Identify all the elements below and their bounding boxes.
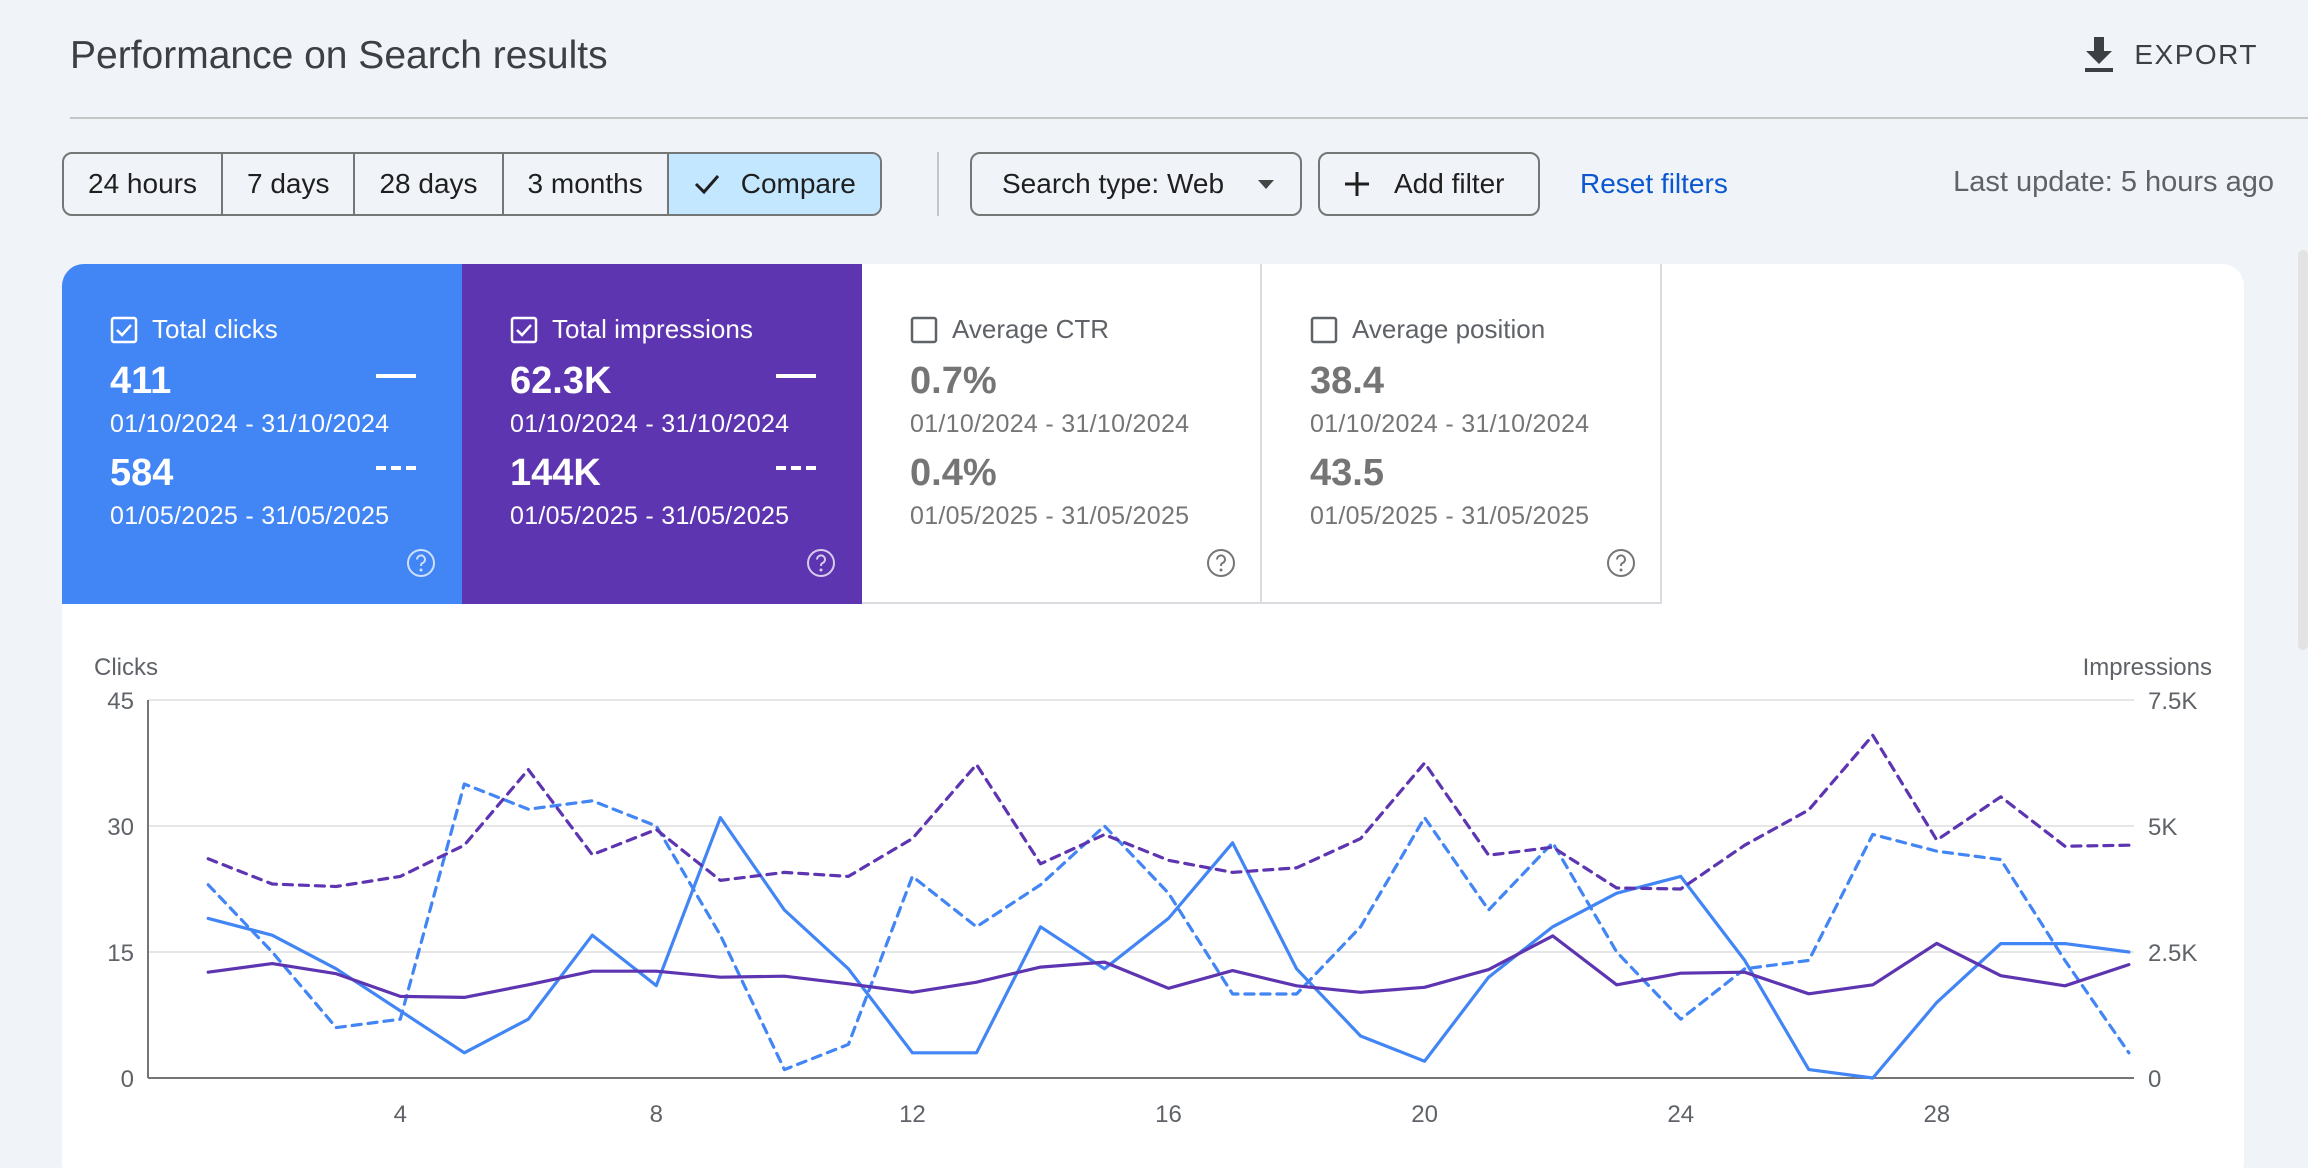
help-icon[interactable]: [1206, 548, 1236, 578]
chip-7-days[interactable]: 7 days: [223, 154, 356, 214]
page-title: Performance on Search results: [70, 34, 608, 77]
performance-card: Total clicks 411 01/10/2024 - 31/10/2024…: [62, 264, 2244, 1168]
x-tick-label: 28: [1923, 1101, 1950, 1128]
y-tick-label-right: 0: [2148, 1066, 2161, 1093]
export-label: EXPORT: [2134, 39, 2258, 70]
metric-value-compare: 43.5: [1310, 452, 1384, 494]
metric-range-current: 01/10/2024 - 31/10/2024: [1310, 410, 1590, 438]
metric-range-current: 01/10/2024 - 31/10/2024: [910, 410, 1190, 438]
metric-total-clicks[interactable]: Total clicks 411 01/10/2024 - 31/10/2024…: [62, 264, 462, 604]
metric-label: Average position: [1352, 314, 1546, 344]
chip-label: 24 hours: [88, 168, 197, 199]
check-icon: [694, 175, 719, 195]
download-icon: [2085, 37, 2114, 72]
add-filter-label: Add filter: [1394, 168, 1505, 199]
metric-label: Average CTR: [952, 314, 1110, 344]
help-icon[interactable]: [1606, 548, 1636, 578]
x-tick-label: 4: [394, 1101, 407, 1128]
series-line-impressions-solid: [206, 934, 2131, 1000]
chip-24-hours[interactable]: 24 hours: [64, 154, 223, 214]
checkbox-unchecked-icon[interactable]: [1310, 316, 1338, 344]
x-tick-label: 8: [650, 1101, 663, 1128]
x-tick-label: 24: [1667, 1101, 1694, 1128]
export-button[interactable]: EXPORT: [2082, 30, 2258, 80]
y-tick-label-right: 7.5K: [2148, 688, 2197, 715]
chip-label: 28 days: [379, 168, 478, 199]
dashed-line-legend: [776, 466, 816, 470]
metric-value-current: 411: [110, 360, 172, 402]
add-filter-button[interactable]: Add filter: [1318, 152, 1540, 216]
series-line-impressions-dashed: [206, 733, 2131, 891]
metric-range-compare: 01/05/2025 - 31/05/2025: [510, 502, 790, 530]
help-icon[interactable]: [806, 548, 836, 578]
metric-label: Total clicks: [152, 314, 278, 344]
y-tick-label-left: 30: [107, 814, 134, 841]
x-tick-label: 20: [1411, 1101, 1438, 1128]
metric-value-current: 38.4: [1310, 360, 1384, 402]
scrollbar[interactable]: [2298, 250, 2308, 650]
chip-label: 3 months: [527, 168, 643, 199]
y-tick-label-left: 0: [121, 1066, 134, 1093]
y-tick-label-left: 15: [107, 940, 134, 967]
y-tick-label-right: 5K: [2148, 814, 2177, 841]
metric-average-ctr[interactable]: Average CTR 0.7% 01/10/2024 - 31/10/2024…: [862, 264, 1262, 604]
x-tick-label: 12: [899, 1101, 926, 1128]
y-tick-label-left: 45: [107, 688, 134, 715]
reset-filters-link[interactable]: Reset filters: [1580, 168, 1728, 199]
chip-3-months[interactable]: 3 months: [504, 154, 669, 214]
solid-line-legend: [376, 374, 416, 378]
header: Performance on Search results EXPORT: [70, 0, 2308, 119]
checkbox-unchecked-icon[interactable]: [910, 316, 938, 344]
search-type-label: Search type: Web: [1002, 168, 1225, 199]
last-update-text: Last update: 5 hours ago: [1953, 166, 2274, 198]
caret-down-icon: [1258, 180, 1274, 189]
metric-range-compare: 01/05/2025 - 31/05/2025: [1310, 502, 1590, 530]
plus-icon: [1345, 172, 1369, 196]
chip-label: 7 days: [246, 168, 330, 199]
metric-value-compare: 144K: [510, 452, 601, 494]
x-tick-label: 16: [1155, 1101, 1182, 1128]
metric-value-compare: 0.4%: [910, 452, 997, 494]
metric-value-compare: 584: [110, 452, 174, 494]
metric-total-impressions[interactable]: Total impressions 62.3K 01/10/2024 - 31/…: [462, 264, 862, 604]
chip-compare[interactable]: Compare: [668, 154, 880, 214]
metric-range-current: 01/10/2024 - 31/10/2024: [110, 410, 390, 438]
y-axis-label-right: Impressions: [2083, 654, 2212, 681]
series-line-clicks-dashed: [206, 782, 2131, 1072]
y-axis-label-left: Clicks: [94, 654, 158, 681]
checkbox-checked-icon[interactable]: [510, 316, 538, 344]
help-icon[interactable]: [406, 548, 436, 578]
metric-range-current: 01/10/2024 - 31/10/2024: [510, 410, 790, 438]
performance-chart[interactable]: Clicks Impressions 0 0 15 2.5K 30 5K 45 7.5K 4 8 1…: [62, 264, 2244, 1168]
metric-average-position[interactable]: Average position 38.4 01/10/2024 - 31/10…: [1262, 264, 1662, 604]
date-range-chips: 24 hours 7 days 28 days 3 months Compare: [62, 152, 882, 216]
metric-value-current: 0.7%: [910, 360, 997, 402]
metric-range-compare: 01/05/2025 - 31/05/2025: [110, 502, 390, 530]
chip-label: Compare: [740, 168, 856, 199]
divider: [937, 152, 939, 216]
y-tick-label-right: 2.5K: [2148, 940, 2197, 967]
search-type-dropdown[interactable]: Search type: Web: [970, 152, 1302, 216]
chip-28-days[interactable]: 28 days: [355, 154, 504, 214]
dashed-line-legend: [376, 466, 416, 470]
series-line-clicks-solid: [206, 815, 2131, 1080]
checkbox-checked-icon[interactable]: [110, 316, 138, 344]
metric-label: Total impressions: [552, 314, 753, 344]
metric-range-compare: 01/05/2025 - 31/05/2025: [910, 502, 1190, 530]
solid-line-legend: [776, 374, 816, 378]
metric-value-current: 62.3K: [510, 360, 612, 402]
